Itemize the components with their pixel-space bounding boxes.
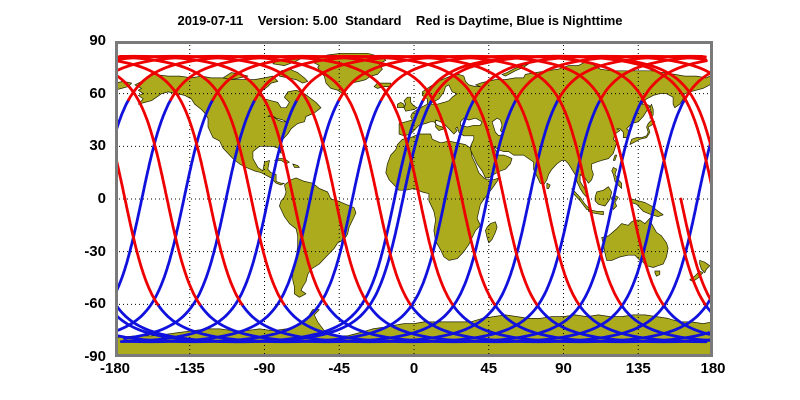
lake-baltic-sea — [430, 84, 458, 105]
x-tick-label: 180 — [700, 360, 726, 377]
ground-track-night — [661, 302, 711, 336]
y-tick-label: -90 — [84, 348, 106, 365]
ground-track-day — [169, 54, 464, 201]
ground-track-day — [165, 197, 202, 306]
ground-track-day — [502, 197, 539, 306]
ground-track-day — [295, 54, 590, 201]
ground-track-day — [556, 54, 704, 102]
x-tick-label: 45 — [480, 360, 498, 377]
ground-track-day — [253, 54, 548, 201]
land-java — [588, 209, 604, 216]
x-tick-label: -135 — [174, 360, 205, 377]
ground-track-night — [115, 98, 215, 333]
ground-track-day — [115, 59, 211, 201]
y-tick-label: -60 — [84, 295, 106, 313]
ground-track-day — [379, 54, 674, 201]
ground-track-day — [115, 55, 253, 201]
ground-track-day — [586, 197, 623, 306]
ground-track-day — [679, 197, 713, 304]
ground-track-night — [619, 302, 712, 342]
y-tick-label: 90 — [89, 32, 106, 49]
y-tick-label: 30 — [89, 137, 106, 155]
plot-frame — [115, 41, 713, 357]
land-new-guinea — [631, 198, 664, 217]
ground-track-night — [408, 133, 713, 344]
world-map-canvas — [115, 41, 713, 357]
ground-track-day — [118, 54, 295, 201]
ground-track-day — [334, 197, 370, 306]
x-tick-label: 135 — [625, 360, 651, 377]
y-tick-label: 60 — [89, 84, 106, 102]
ground-track-day — [421, 54, 713, 193]
ground-track-night — [115, 98, 173, 294]
land-ireland — [397, 102, 405, 109]
ground-track-day — [207, 197, 244, 306]
ground-track-day — [249, 197, 286, 306]
land-north-america — [134, 74, 322, 186]
ground-track-day — [460, 197, 497, 306]
plot-title: 2019-07-11 Version: 5.00 Standard Red is… — [177, 13, 623, 28]
ground-track-day — [544, 197, 581, 306]
ground-track-day — [376, 197, 412, 306]
land-borneo — [594, 186, 613, 207]
y-tick-label: 0 — [97, 190, 106, 207]
plot-area — [115, 41, 713, 357]
y-tick-label: -30 — [84, 242, 106, 260]
land-taiwan — [612, 154, 618, 161]
land-new-zealand-north — [699, 260, 711, 274]
x-tick-label: 90 — [555, 360, 572, 377]
ground-track-day — [683, 70, 713, 102]
x-tick-label: 0 — [409, 360, 419, 377]
ground-track-day — [127, 54, 422, 201]
ground-track-day — [211, 54, 506, 201]
x-tick-label: -45 — [328, 360, 351, 377]
ground-track-night — [115, 98, 425, 344]
land-tasmania — [654, 270, 661, 277]
ground-track-day — [514, 54, 708, 102]
ground-track-night — [577, 302, 708, 344]
ground-track-day — [123, 197, 160, 306]
land-uk — [403, 96, 418, 112]
ground-track-day — [671, 197, 707, 306]
ground-track-night — [535, 302, 713, 344]
land-australia — [601, 217, 669, 268]
land-hispaniola — [292, 163, 300, 168]
x-tick-label: -180 — [99, 360, 131, 377]
ground-track-day — [628, 197, 665, 306]
ground-track-night — [123, 98, 257, 340]
ground-track-day — [337, 54, 632, 201]
land-sri-lanka — [546, 182, 551, 189]
ground-track-day — [291, 197, 328, 306]
ground-track-day — [418, 197, 454, 306]
ground-track-day — [641, 59, 708, 102]
ground-track-day — [115, 74, 169, 201]
x-tick-label: -90 — [253, 360, 276, 377]
